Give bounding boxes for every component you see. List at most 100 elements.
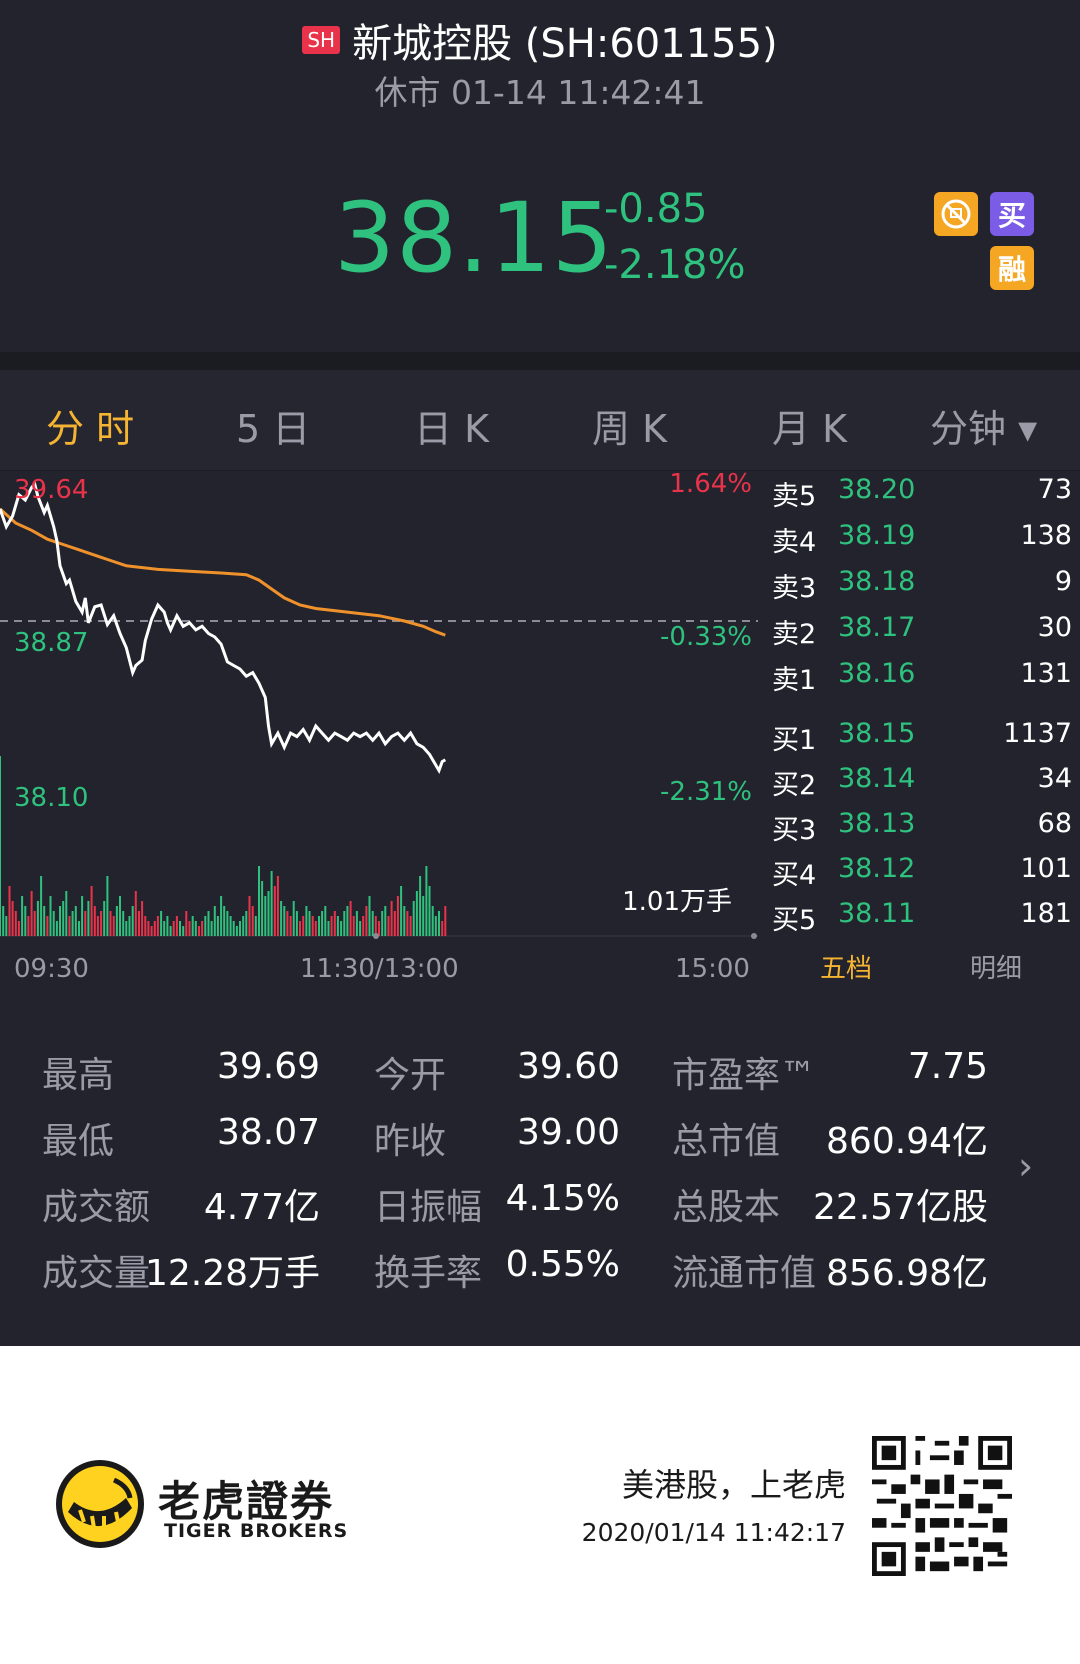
volume-bar <box>267 891 270 936</box>
brand-name: 老虎證券 <box>158 1477 335 1526</box>
price-line <box>0 480 447 775</box>
volume-bar <box>349 901 352 936</box>
volume-bar <box>96 916 99 936</box>
bid-row-2: 买2 38.14 34 <box>772 763 1072 803</box>
stat-value: 4.15% <box>505 1178 620 1219</box>
volume-bar <box>393 911 396 936</box>
buy-badge[interactable]: 买 <box>990 192 1034 236</box>
volume-bar <box>100 911 103 936</box>
volume-bar <box>71 911 74 936</box>
volume-bar <box>378 921 380 936</box>
ask-row-3: 卖3 38.18 9 <box>772 566 1072 606</box>
chevron-right-icon[interactable]: › <box>1018 1144 1034 1188</box>
volume-bar <box>62 901 65 936</box>
stat-label: 总市值 <box>672 1121 781 1162</box>
bid-price: 38.11 <box>838 898 916 929</box>
ask-label: 卖2 <box>772 619 817 650</box>
no-margin-icon-glyph <box>941 199 971 229</box>
volume-bar <box>30 891 33 936</box>
volume-bar <box>172 921 175 936</box>
time-label-close: 15:00 <box>675 954 750 984</box>
volume-bar <box>11 901 14 936</box>
volume-bar <box>371 911 374 936</box>
ask-volume: 131 <box>1020 658 1072 689</box>
price-label-high: 39.64 <box>14 475 88 505</box>
volume-bars <box>0 756 447 936</box>
tab-day-k[interactable]: 日 K <box>414 407 489 451</box>
stat-value: 22.57亿股 <box>812 1187 988 1228</box>
volume-bar <box>248 896 251 936</box>
stat-value: 39.69 <box>216 1046 320 1087</box>
volume-bar <box>122 911 125 936</box>
tab-intraday[interactable]: 分 时 <box>46 407 135 451</box>
ask-volume: 73 <box>1037 474 1072 505</box>
volume-bar <box>286 911 289 936</box>
ask-price: 38.17 <box>838 612 916 643</box>
stat-value: 0.55% <box>505 1244 620 1285</box>
volume-bar <box>232 921 235 936</box>
intraday-chart[interactable]: 39.64 38.87 38.10 1.64% -0.33% -2.31% 1.… <box>0 470 760 950</box>
margin-badge[interactable]: 融 <box>990 246 1034 290</box>
ask-row-1: 卖1 38.16 131 <box>772 658 1072 698</box>
no-margin-icon[interactable] <box>934 192 978 236</box>
stat-value: 38.07 <box>216 1112 320 1153</box>
bid-label: 买5 <box>772 905 817 936</box>
volume-bar <box>352 916 355 936</box>
tab-trade-detail[interactable]: 明细 <box>970 954 1023 984</box>
volume-bar <box>5 916 8 936</box>
volume-bar <box>368 896 371 936</box>
stat-value: 7.75 <box>907 1046 988 1087</box>
volume-bar <box>74 906 77 936</box>
volume-bar <box>138 911 140 936</box>
average-price-line <box>0 507 446 637</box>
stock-title: 新城控股 (SH:601155) <box>352 21 778 67</box>
volume-bar <box>264 896 267 936</box>
stat-label: 今开 <box>374 1055 447 1096</box>
volume-bar <box>327 921 330 936</box>
volume-bar <box>321 911 324 936</box>
volume-bar <box>204 916 207 936</box>
volume-bar <box>223 906 226 936</box>
volume-bar <box>302 916 305 936</box>
volume-bar <box>311 916 314 936</box>
volume-bar <box>43 906 46 936</box>
volume-bar <box>109 911 112 936</box>
tab-five-levels[interactable]: 五档 <box>820 954 873 984</box>
volume-bar <box>365 906 368 936</box>
volume-bar <box>175 916 178 936</box>
volume-bar <box>55 921 58 936</box>
quote-header: SH 新城控股 (SH:601155) 休市 01-14 11:42:41 38… <box>0 0 1080 352</box>
volume-bar <box>27 916 30 936</box>
volume-bar <box>179 921 181 936</box>
volume-bar <box>390 901 393 936</box>
time-label-midday: 11:30/13:00 <box>300 954 459 984</box>
volume-bar <box>201 921 204 936</box>
exchange-badge: SH <box>302 26 341 54</box>
volume-bar <box>273 886 276 936</box>
volume-bar <box>49 896 52 936</box>
volume-bar <box>400 886 403 936</box>
tab-week-k[interactable]: 周 K <box>592 407 667 451</box>
pct-label-high: 1.64% <box>669 470 752 499</box>
volume-bar <box>128 916 131 936</box>
volume-bar <box>261 881 264 936</box>
ask-row-2: 卖2 38.17 30 <box>772 612 1072 652</box>
volume-bar <box>359 921 362 936</box>
volume-bar <box>210 921 213 936</box>
volume-bar <box>191 916 194 936</box>
volume-bar <box>131 906 134 936</box>
stat-value: 4.77亿 <box>203 1187 320 1228</box>
bid-price: 38.12 <box>838 853 916 884</box>
volume-bar <box>226 911 229 936</box>
tab-month-k[interactable]: 月 K <box>772 407 847 451</box>
change-absolute: -0.85 <box>604 186 708 232</box>
volume-bar <box>415 891 418 936</box>
ask-price: 38.19 <box>838 520 916 551</box>
tab-minute[interactable]: 分钟 ▾ <box>930 407 1038 451</box>
volume-bar <box>106 876 109 936</box>
volume-bar <box>431 906 434 936</box>
tab-5day[interactable]: 5 日 <box>236 407 311 451</box>
volume-bar <box>276 876 279 936</box>
volume-bar <box>245 911 248 936</box>
volume-bar <box>242 916 245 936</box>
